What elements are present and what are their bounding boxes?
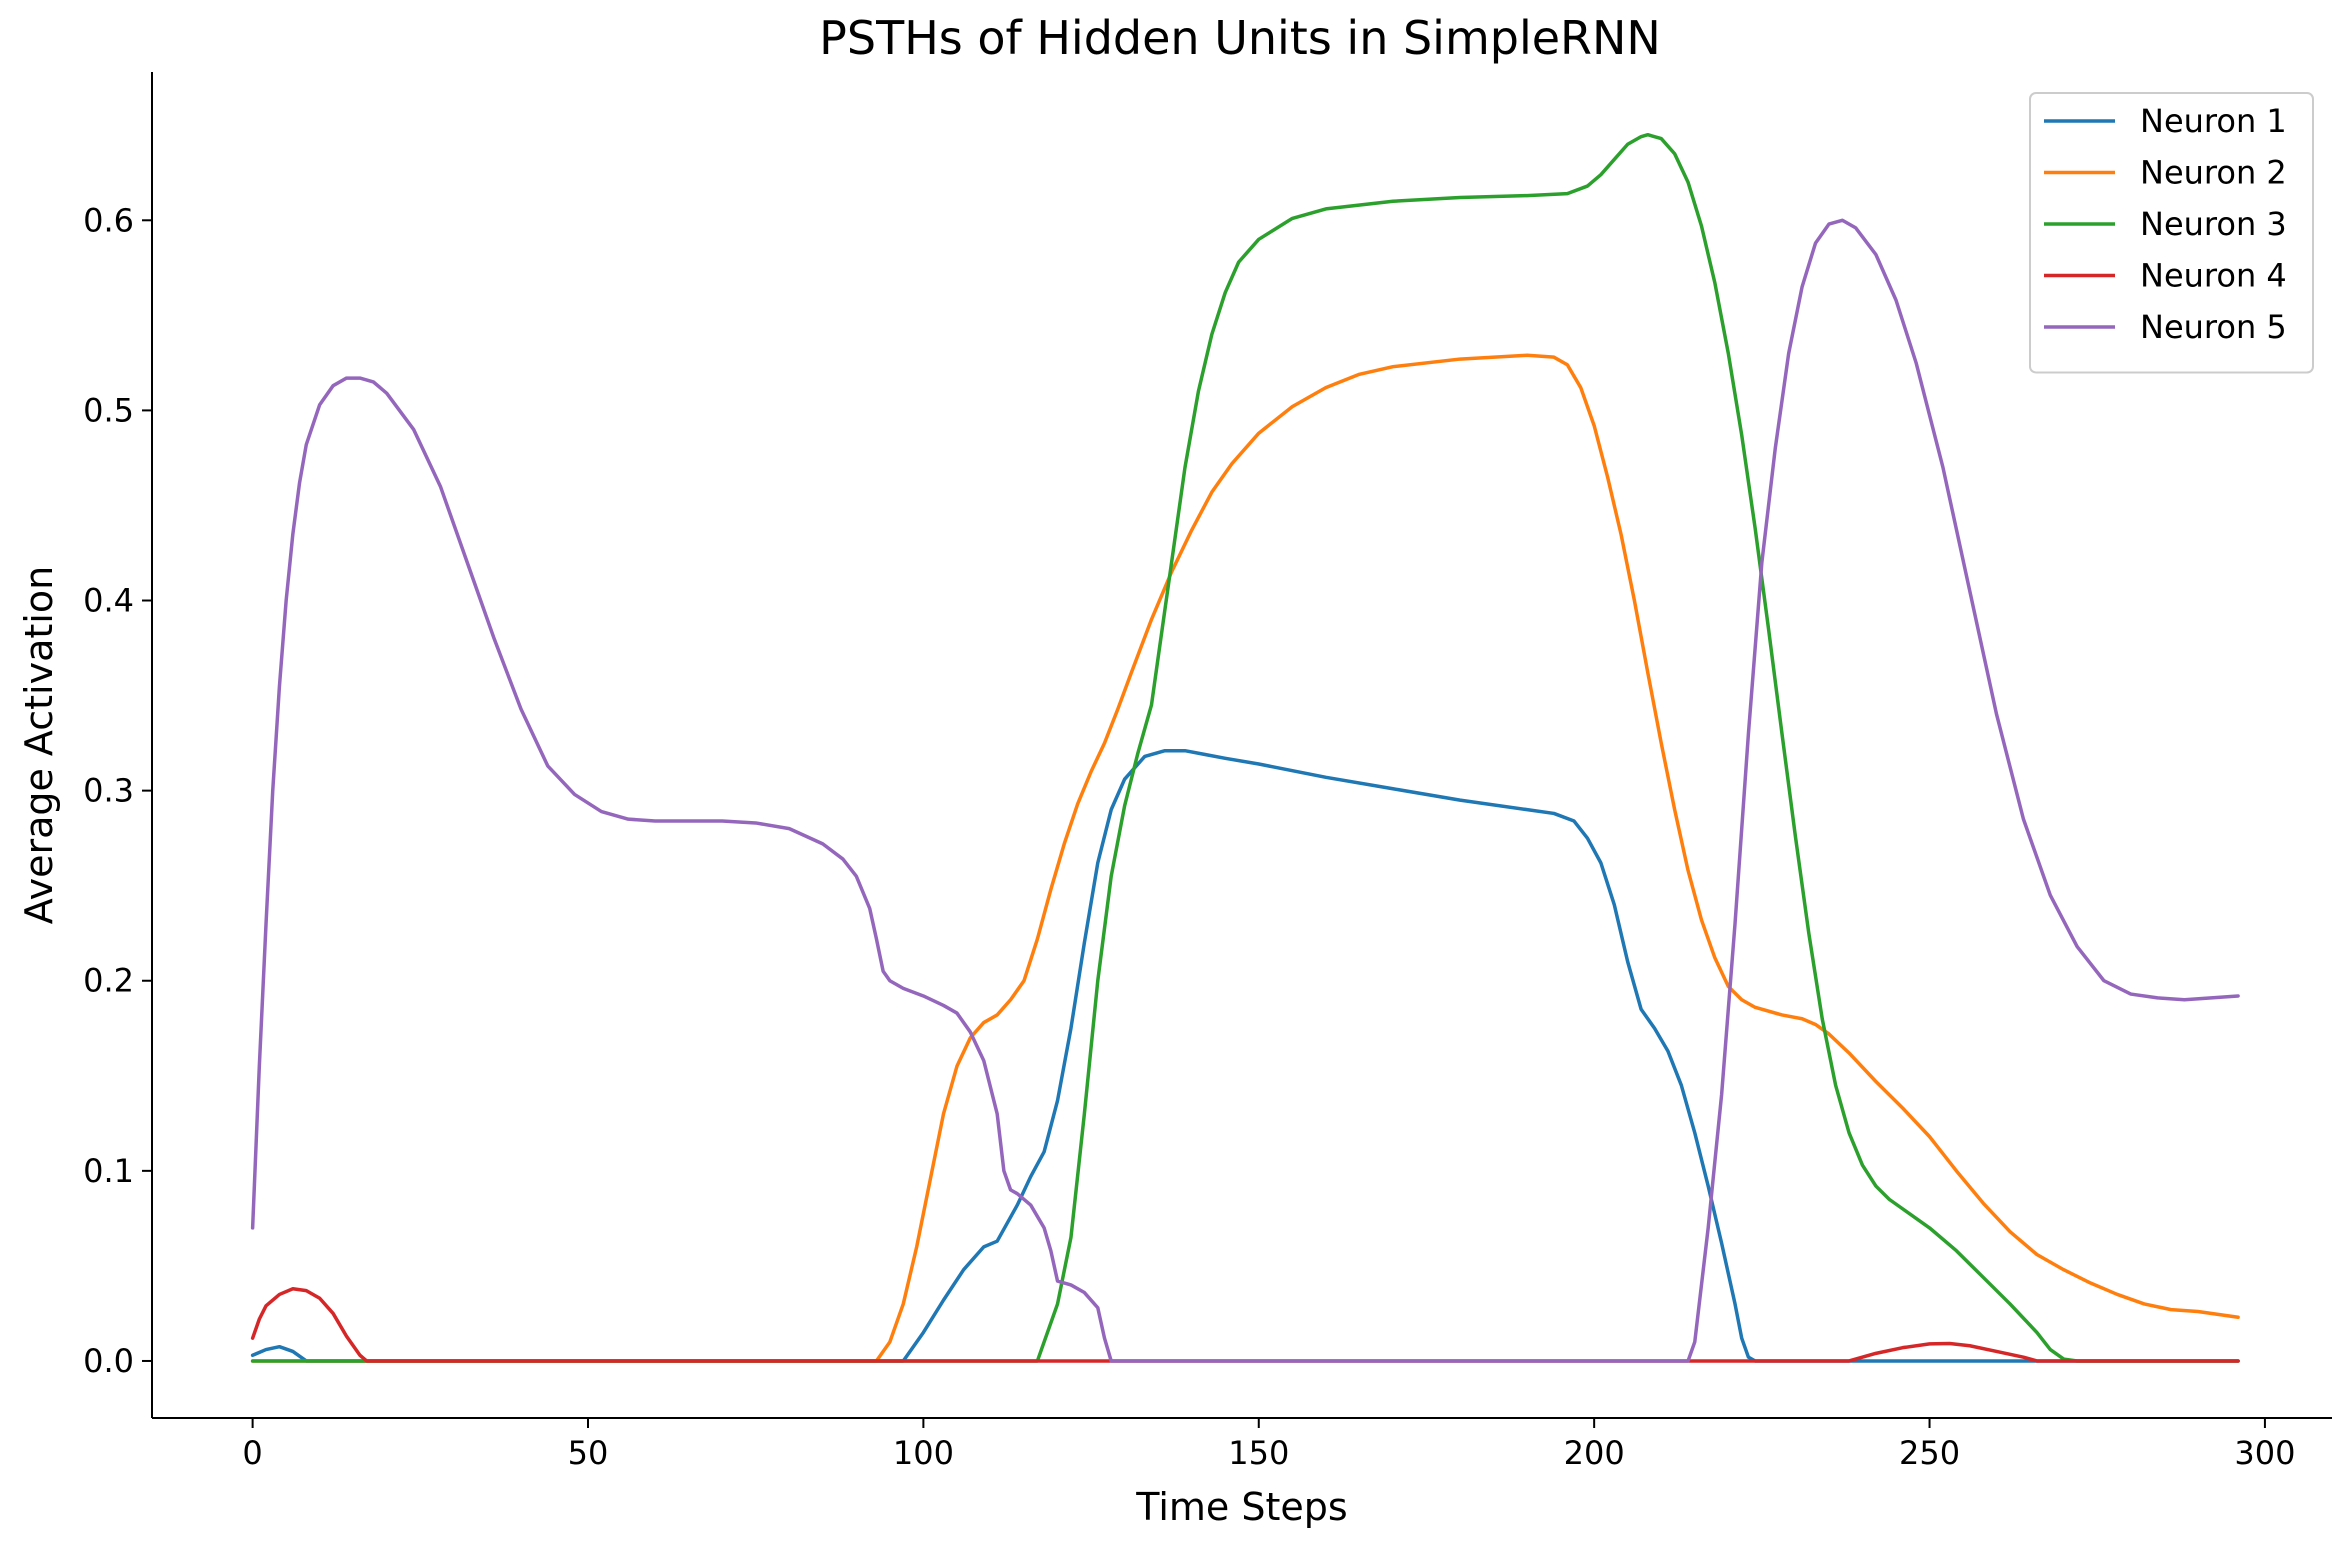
series-layer xyxy=(250,132,2240,1363)
legend-label: Neuron 2 xyxy=(2140,154,2287,192)
y-axis-ticks: 0.0 0.1 0.2 0.3 0.4 0.5 0.6 xyxy=(83,201,152,1380)
x-tick-label: 0 xyxy=(242,1434,262,1472)
x-tick-label: 50 xyxy=(568,1434,609,1472)
y-tick-label: 0.0 xyxy=(83,1342,134,1380)
chart-title: PSTHs of Hidden Units in SimpleRNN xyxy=(819,11,1661,65)
y-tick-label: 0.3 xyxy=(83,772,134,810)
y-tick-label: 0.1 xyxy=(83,1152,134,1190)
series-line-neuron-1 xyxy=(250,748,2240,1363)
x-tick-label: 300 xyxy=(2234,1434,2295,1472)
y-tick-label: 0.6 xyxy=(83,201,134,239)
series-line-neuron-4 xyxy=(250,1286,2240,1363)
x-tick-label: 200 xyxy=(1564,1434,1625,1472)
x-tick-label: 150 xyxy=(1228,1434,1289,1472)
legend-label: Neuron 1 xyxy=(2140,102,2287,140)
plot-area: 0 50 100 150 200 250 300 0.0 0.1 0.2 0.3 0.4 0.5 0.6 xyxy=(83,72,2332,1472)
series-line-neuron-3 xyxy=(250,132,2240,1363)
series-line-neuron-2 xyxy=(250,353,2240,1363)
x-axis-label: Time Steps xyxy=(1135,1485,1347,1529)
legend-label: Neuron 5 xyxy=(2140,308,2287,346)
legend-frame xyxy=(2029,92,2314,374)
y-tick-label: 0.5 xyxy=(83,391,134,429)
x-axis-ticks: 0 50 100 150 200 250 300 xyxy=(242,1418,2295,1472)
legend-label: Neuron 3 xyxy=(2140,205,2287,243)
y-tick-label: 0.4 xyxy=(83,582,134,620)
legend-label: Neuron 4 xyxy=(2140,257,2287,295)
x-tick-label: 250 xyxy=(1899,1434,1960,1472)
x-tick-label: 100 xyxy=(893,1434,954,1472)
y-axis-label: Average Activation xyxy=(17,566,61,924)
y-tick-label: 0.2 xyxy=(83,962,134,1000)
series-line-neuron-5 xyxy=(250,218,2240,1363)
legend: Neuron 1 Neuron 2 Neuron 3 Neuron 4 Neuron 5 xyxy=(2029,92,2314,374)
